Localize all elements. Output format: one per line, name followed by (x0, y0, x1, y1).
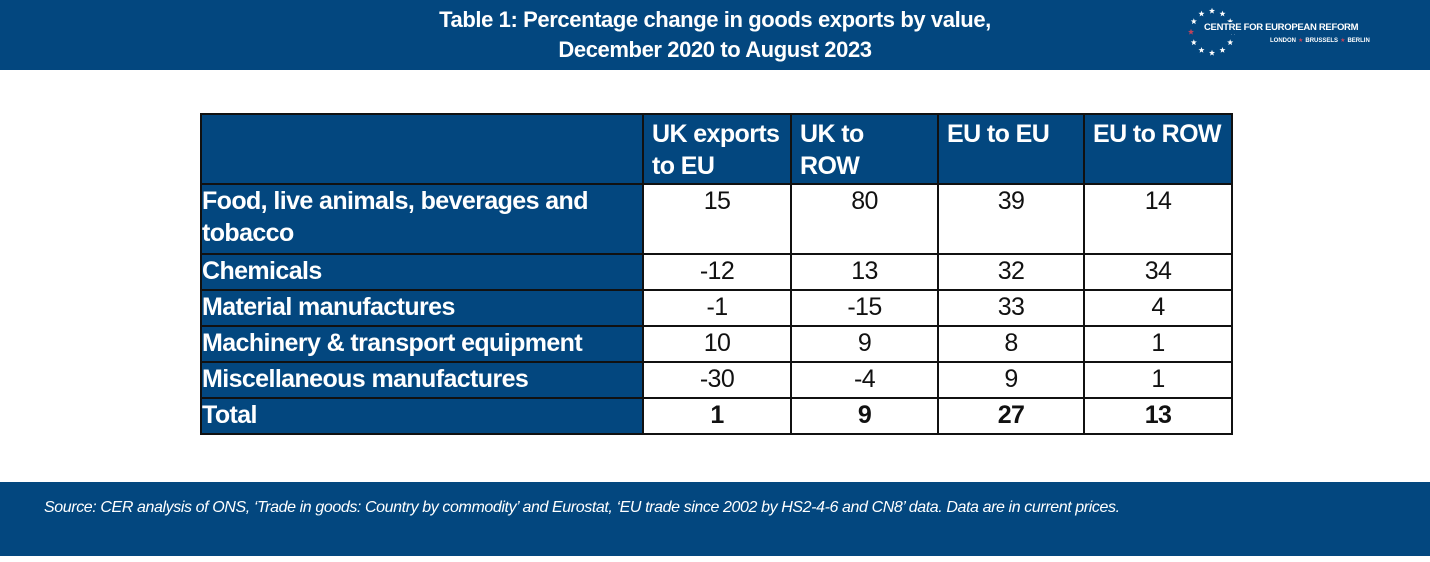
exports-table: UK exports to EU UK to ROW EU to EU EU t… (200, 113, 1233, 435)
star-separator-icon: ★ (1340, 38, 1346, 44)
logo-name: CENTRE FOR EUROPEAN REFORM (1202, 22, 1361, 34)
logo-star-icon (1190, 39, 1197, 46)
cell-value: 14 (1083, 183, 1233, 255)
cell-value: 8 (937, 325, 1085, 363)
row-label: Material manufactures (200, 289, 644, 327)
cell-value-total: 1 (642, 397, 792, 435)
star-separator-icon: ★ (1298, 38, 1304, 44)
header-banner: Table 1: Percentage change in goods expo… (0, 0, 1430, 70)
title-line-1: Table 1: Percentage change in goods expo… (439, 7, 991, 32)
table-row-material-manufactures: Material manufactures -1 -15 33 4 (200, 289, 1233, 327)
cell-value: 9 (790, 325, 939, 363)
cell-value: -1 (642, 289, 792, 327)
cell-value: 34 (1083, 253, 1233, 291)
header-cell-eu-to-row: EU to ROW (1083, 113, 1233, 185)
cell-value: 13 (790, 253, 939, 291)
cell-value: 32 (937, 253, 1085, 291)
logo-star-icon (1208, 7, 1216, 14)
table-row-machinery: Machinery & transport equipment 10 9 8 1 (200, 325, 1233, 363)
header-row: UK exports to EU UK to ROW EU to EU EU t… (200, 113, 1233, 185)
logo-star-icon (1227, 39, 1234, 46)
source-note: Source: CER analysis of ONS, ‘Trade in g… (44, 499, 1120, 516)
cell-value: 9 (937, 361, 1085, 399)
cell-value: 39 (937, 183, 1085, 255)
cell-value: -12 (642, 253, 792, 291)
row-label: Machinery & transport equipment (200, 325, 644, 363)
cell-value: 4 (1083, 289, 1233, 327)
header-cell-uk-to-eu: UK exports to EU (642, 113, 792, 185)
table-row-food: Food, live animals, beverages and tobacc… (200, 183, 1233, 255)
table-row-total: Total 1 9 27 13 (200, 397, 1233, 435)
title-line-2: December 2020 to August 2023 (558, 37, 872, 62)
eu-star-circle-icon (1188, 7, 1237, 56)
logo-star-icon (1227, 18, 1234, 25)
logo-star-icon (1188, 28, 1195, 35)
cell-value: 1 (1083, 361, 1233, 399)
table-row-chemicals: Chemicals -12 13 32 34 (200, 253, 1233, 291)
footer-banner: Source: CER analysis of ONS, ‘Trade in g… (0, 482, 1430, 556)
row-label: Food, live animals, beverages and tobacc… (200, 183, 644, 255)
cell-value: 33 (937, 289, 1085, 327)
logo-city-london: LONDON (1270, 38, 1296, 44)
header-cell-uk-to-row: UK to ROW (790, 113, 939, 185)
row-label: Miscellaneous manufactures (200, 361, 644, 399)
cell-value-total: 13 (1083, 397, 1233, 435)
table-row-miscellaneous: Miscellaneous manufactures -30 -4 9 1 (200, 361, 1233, 399)
cell-value-total: 27 (937, 397, 1085, 435)
logo-cities: LONDON ★ BRUSSELS ★ BERLIN (1270, 37, 1370, 46)
cell-value-total: 9 (790, 397, 939, 435)
cell-value: 1 (1083, 325, 1233, 363)
header-cell-eu-to-eu: EU to EU (937, 113, 1085, 185)
cell-value: -30 (642, 361, 792, 399)
logo-city-berlin: BERLIN (1347, 38, 1370, 44)
cell-value: -15 (790, 289, 939, 327)
logo-city-brussels: BRUSSELS (1305, 38, 1339, 44)
logo-star-icon (1219, 46, 1226, 53)
cer-logo: CENTRE FOR EUROPEAN REFORM LONDON ★ BRUSSE… (1188, 4, 1428, 66)
cell-value: 15 (642, 183, 792, 255)
table-title: Table 1: Percentage change in goods expo… (220, 5, 1210, 65)
row-label: Chemicals (200, 253, 644, 291)
cell-value: 10 (642, 325, 792, 363)
logo-star-icon (1198, 46, 1205, 53)
cell-value: 80 (790, 183, 939, 255)
logo-star-icon (1208, 49, 1216, 56)
header-cell-empty (200, 113, 644, 185)
cell-value: -4 (790, 361, 939, 399)
logo-star-icon (1198, 10, 1205, 17)
logo-star-icon (1190, 18, 1197, 25)
row-label: Total (200, 397, 644, 435)
logo-star-icon (1219, 10, 1226, 17)
